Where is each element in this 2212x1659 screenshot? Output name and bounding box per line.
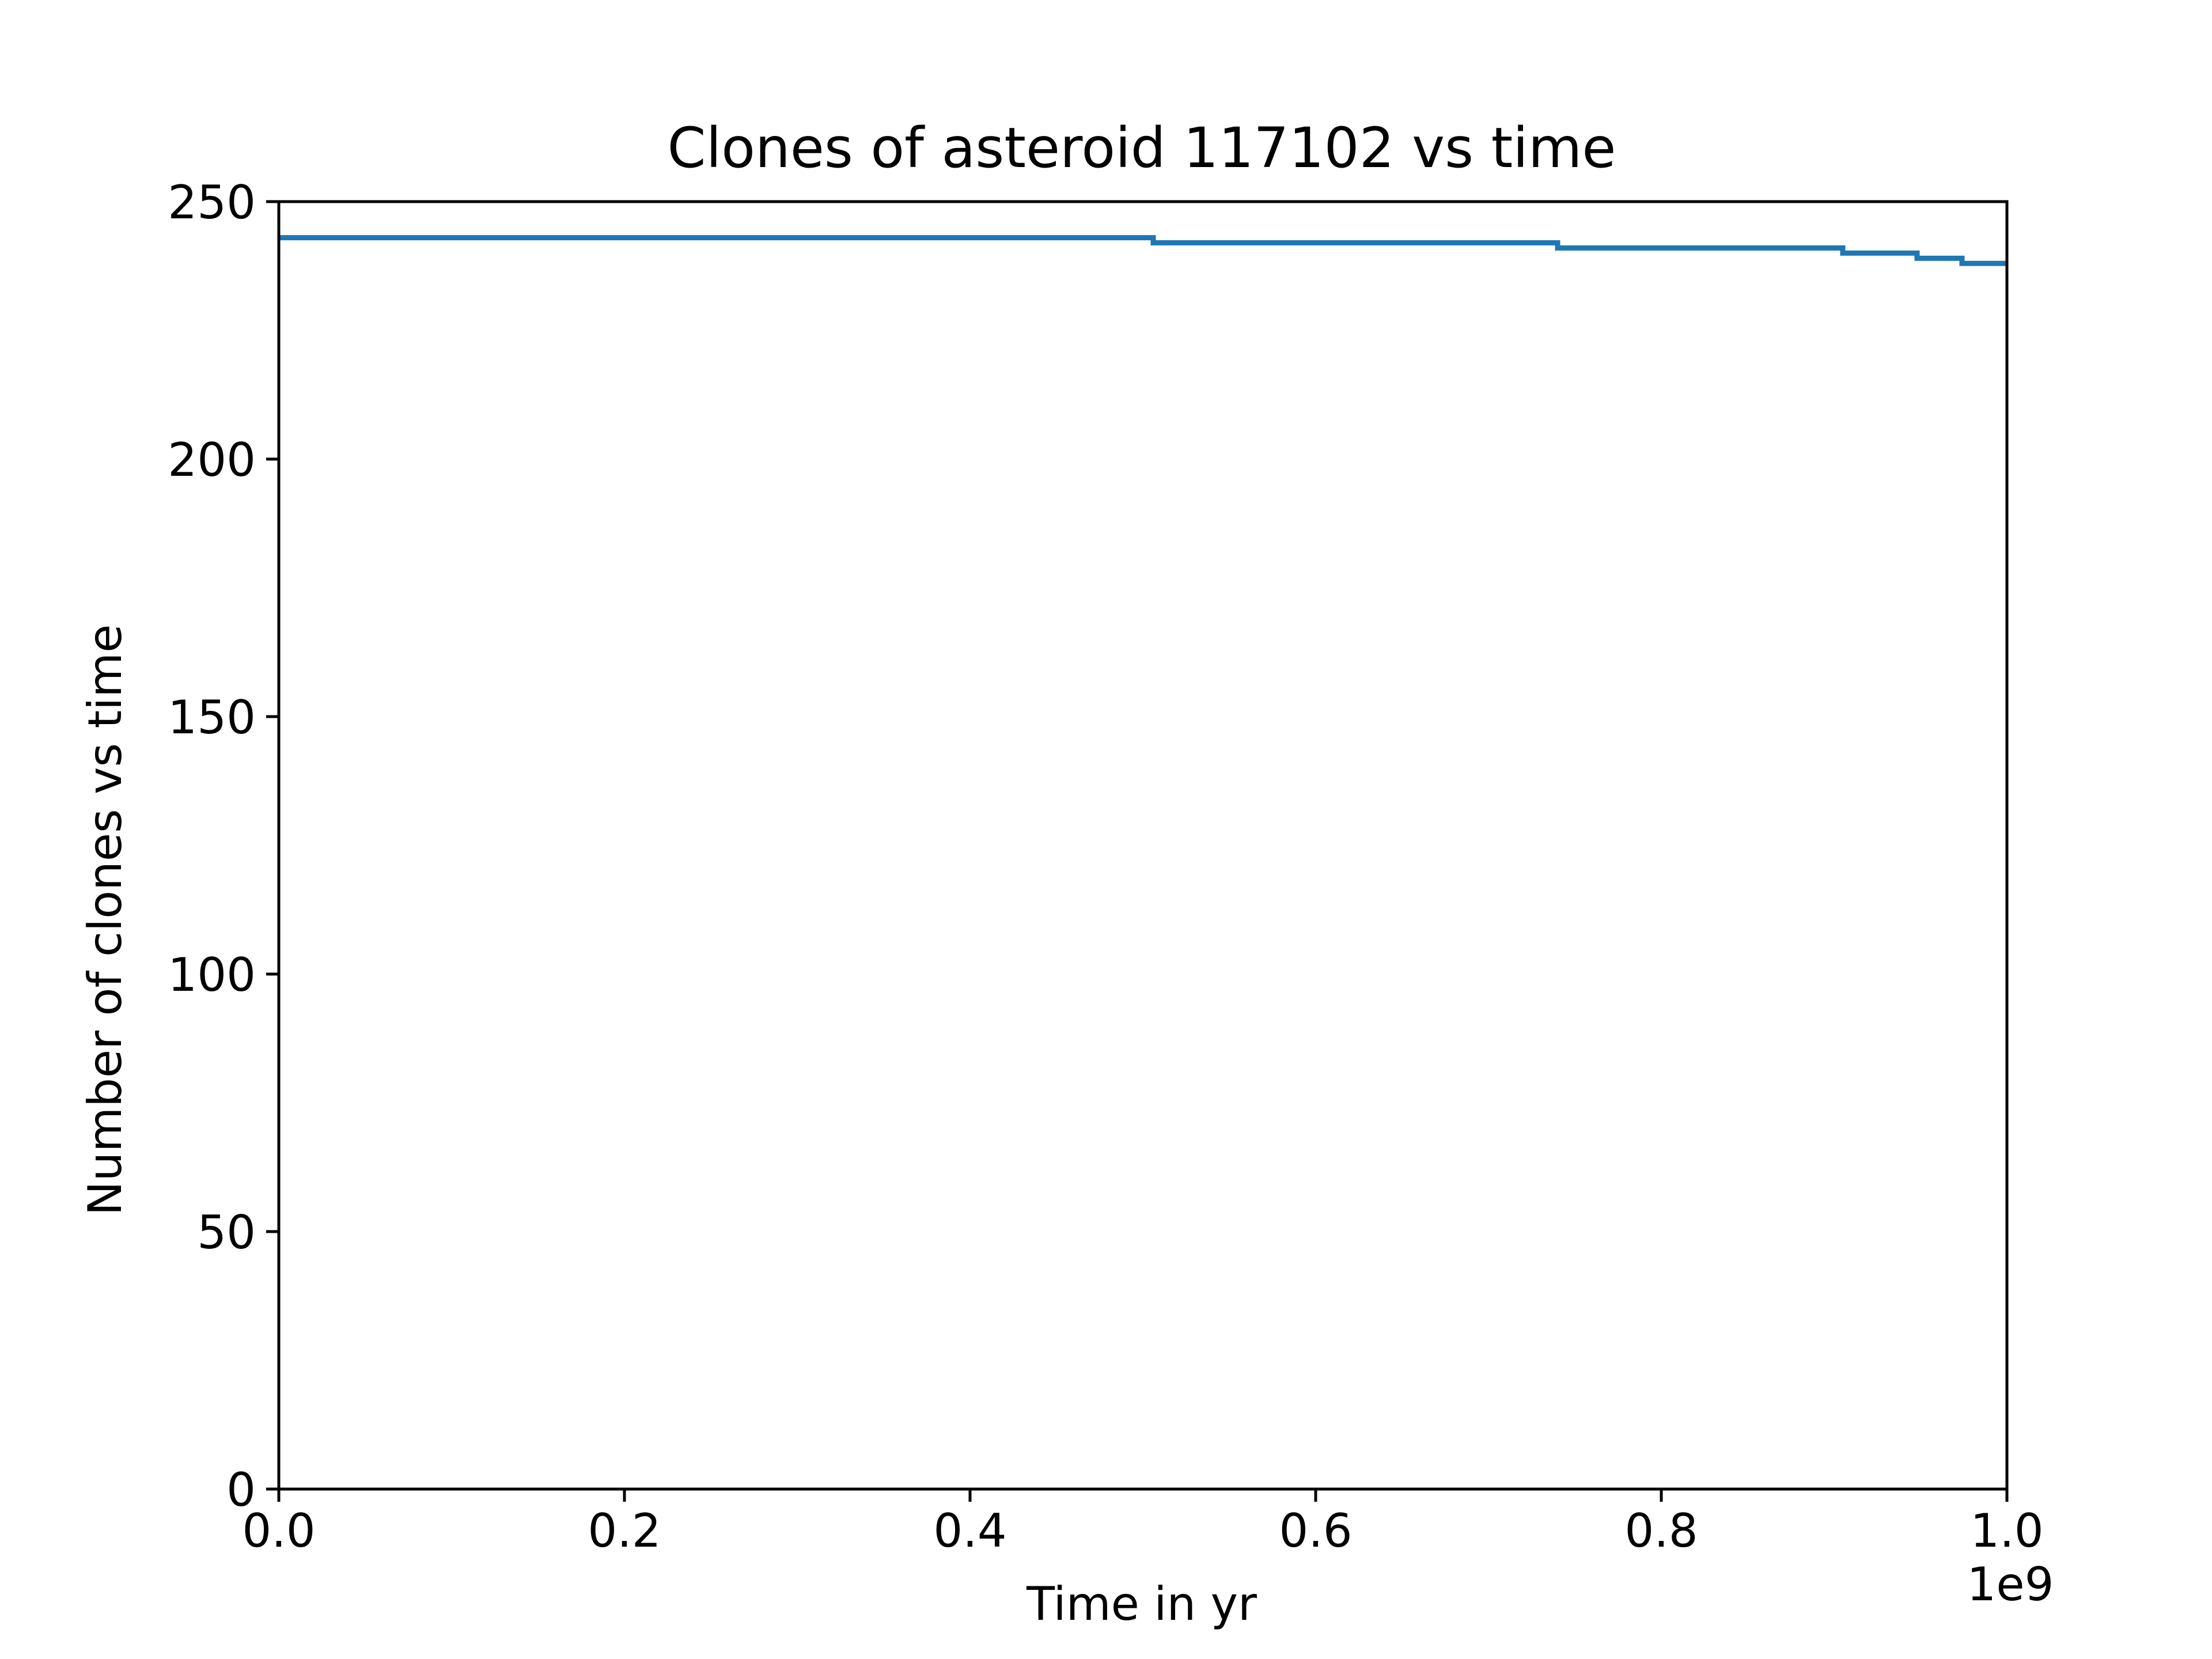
chart-title: Clones of asteroid 117102 vs time bbox=[668, 116, 1616, 180]
y-axis-label: Number of clones vs time bbox=[78, 624, 132, 1216]
x-tick-label: 1.0 bbox=[1970, 1504, 2043, 1558]
x-tick-label: 0.2 bbox=[588, 1504, 661, 1558]
y-tick-label: 250 bbox=[168, 176, 256, 229]
y-tick-label: 0 bbox=[226, 1463, 256, 1517]
x-tick-label: 0.0 bbox=[242, 1504, 315, 1558]
x-tick-label: 0.6 bbox=[1279, 1504, 1352, 1558]
y-tick-label: 100 bbox=[168, 948, 256, 1002]
x-axis-label: Time in yr bbox=[1026, 1577, 1257, 1631]
x-tick-label: 0.8 bbox=[1624, 1504, 1698, 1558]
y-axis-ticks: 0 50 100 150 200 250 bbox=[168, 176, 279, 1517]
series-line-0 bbox=[279, 235, 2007, 266]
y-tick-label: 200 bbox=[168, 433, 256, 487]
y-tick-label: 50 bbox=[197, 1206, 256, 1259]
x-axis-offset-text: 1e9 bbox=[1967, 1558, 2054, 1611]
y-tick-label: 150 bbox=[168, 691, 256, 744]
axes-frame bbox=[277, 200, 2009, 1491]
series-group bbox=[279, 235, 2007, 266]
x-axis-ticks: 0.0 0.2 0.4 0.6 0.8 1.0 bbox=[242, 1489, 2044, 1558]
x-tick-label: 0.4 bbox=[933, 1504, 1006, 1558]
